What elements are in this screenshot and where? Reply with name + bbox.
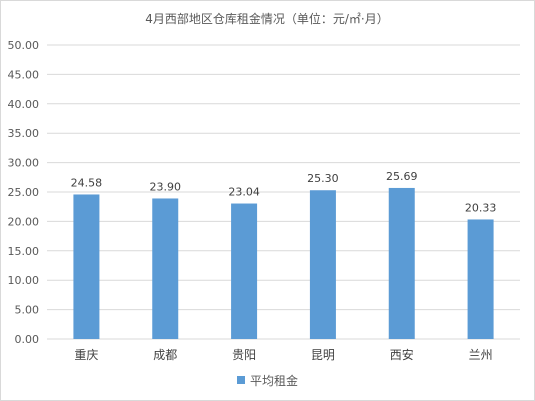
data-labels: 24.58 23.90 23.04 25.30 25.69 20.33 <box>71 170 497 215</box>
bar-2 <box>231 203 258 339</box>
data-label-0: 24.58 <box>71 176 103 189</box>
y-tick-label-7: 35.00 <box>8 127 40 140</box>
y-tick-label-1: 5.00 <box>15 304 40 317</box>
data-label-3: 25.30 <box>307 172 339 185</box>
legend-swatch <box>237 376 245 384</box>
chart-title: 4月西部地区仓库租金情况（单位：元/㎡·月） <box>145 11 389 26</box>
y-tick-label-10: 50.00 <box>8 39 40 52</box>
bar-3 <box>309 190 336 339</box>
y-tick-label-4: 20.00 <box>8 215 40 228</box>
y-tick-label-9: 45.00 <box>8 68 40 81</box>
y-tick-label-3: 15.00 <box>8 245 40 258</box>
category-label-3: 昆明 <box>311 348 335 362</box>
bar-5 <box>467 219 494 339</box>
data-label-2: 23.04 <box>228 186 260 199</box>
bars <box>73 187 494 339</box>
category-label-0: 重庆 <box>74 348 98 362</box>
y-tick-label-2: 10.00 <box>8 274 40 287</box>
category-label-5: 兰州 <box>469 348 493 362</box>
data-label-5: 20.33 <box>465 201 497 214</box>
y-tick-label-8: 40.00 <box>8 98 40 111</box>
category-label-4: 西安 <box>390 347 414 362</box>
data-label-4: 25.69 <box>386 170 418 183</box>
bar-1 <box>152 198 179 339</box>
bar-0 <box>73 194 100 339</box>
y-tick-label-0: 0.00 <box>15 333 40 346</box>
bar-4 <box>388 187 415 339</box>
legend: 平均租金 <box>237 373 298 388</box>
category-label-1: 成都 <box>153 348 177 362</box>
category-label-2: 贵阳 <box>232 348 256 362</box>
gridlines <box>47 44 520 340</box>
y-tick-label-5: 25.00 <box>8 186 40 199</box>
y-axis-ticks: 0.00 5.00 10.00 15.00 20.00 25.00 30.00 35.00 40… <box>8 39 40 346</box>
y-tick-label-6: 30.00 <box>8 157 40 170</box>
x-axis-categories: 重庆 成都 贵阳 昆明 西安 兰州 <box>74 347 492 362</box>
data-label-1: 23.90 <box>150 180 182 193</box>
legend-label-series-1: 平均租金 <box>250 373 298 388</box>
